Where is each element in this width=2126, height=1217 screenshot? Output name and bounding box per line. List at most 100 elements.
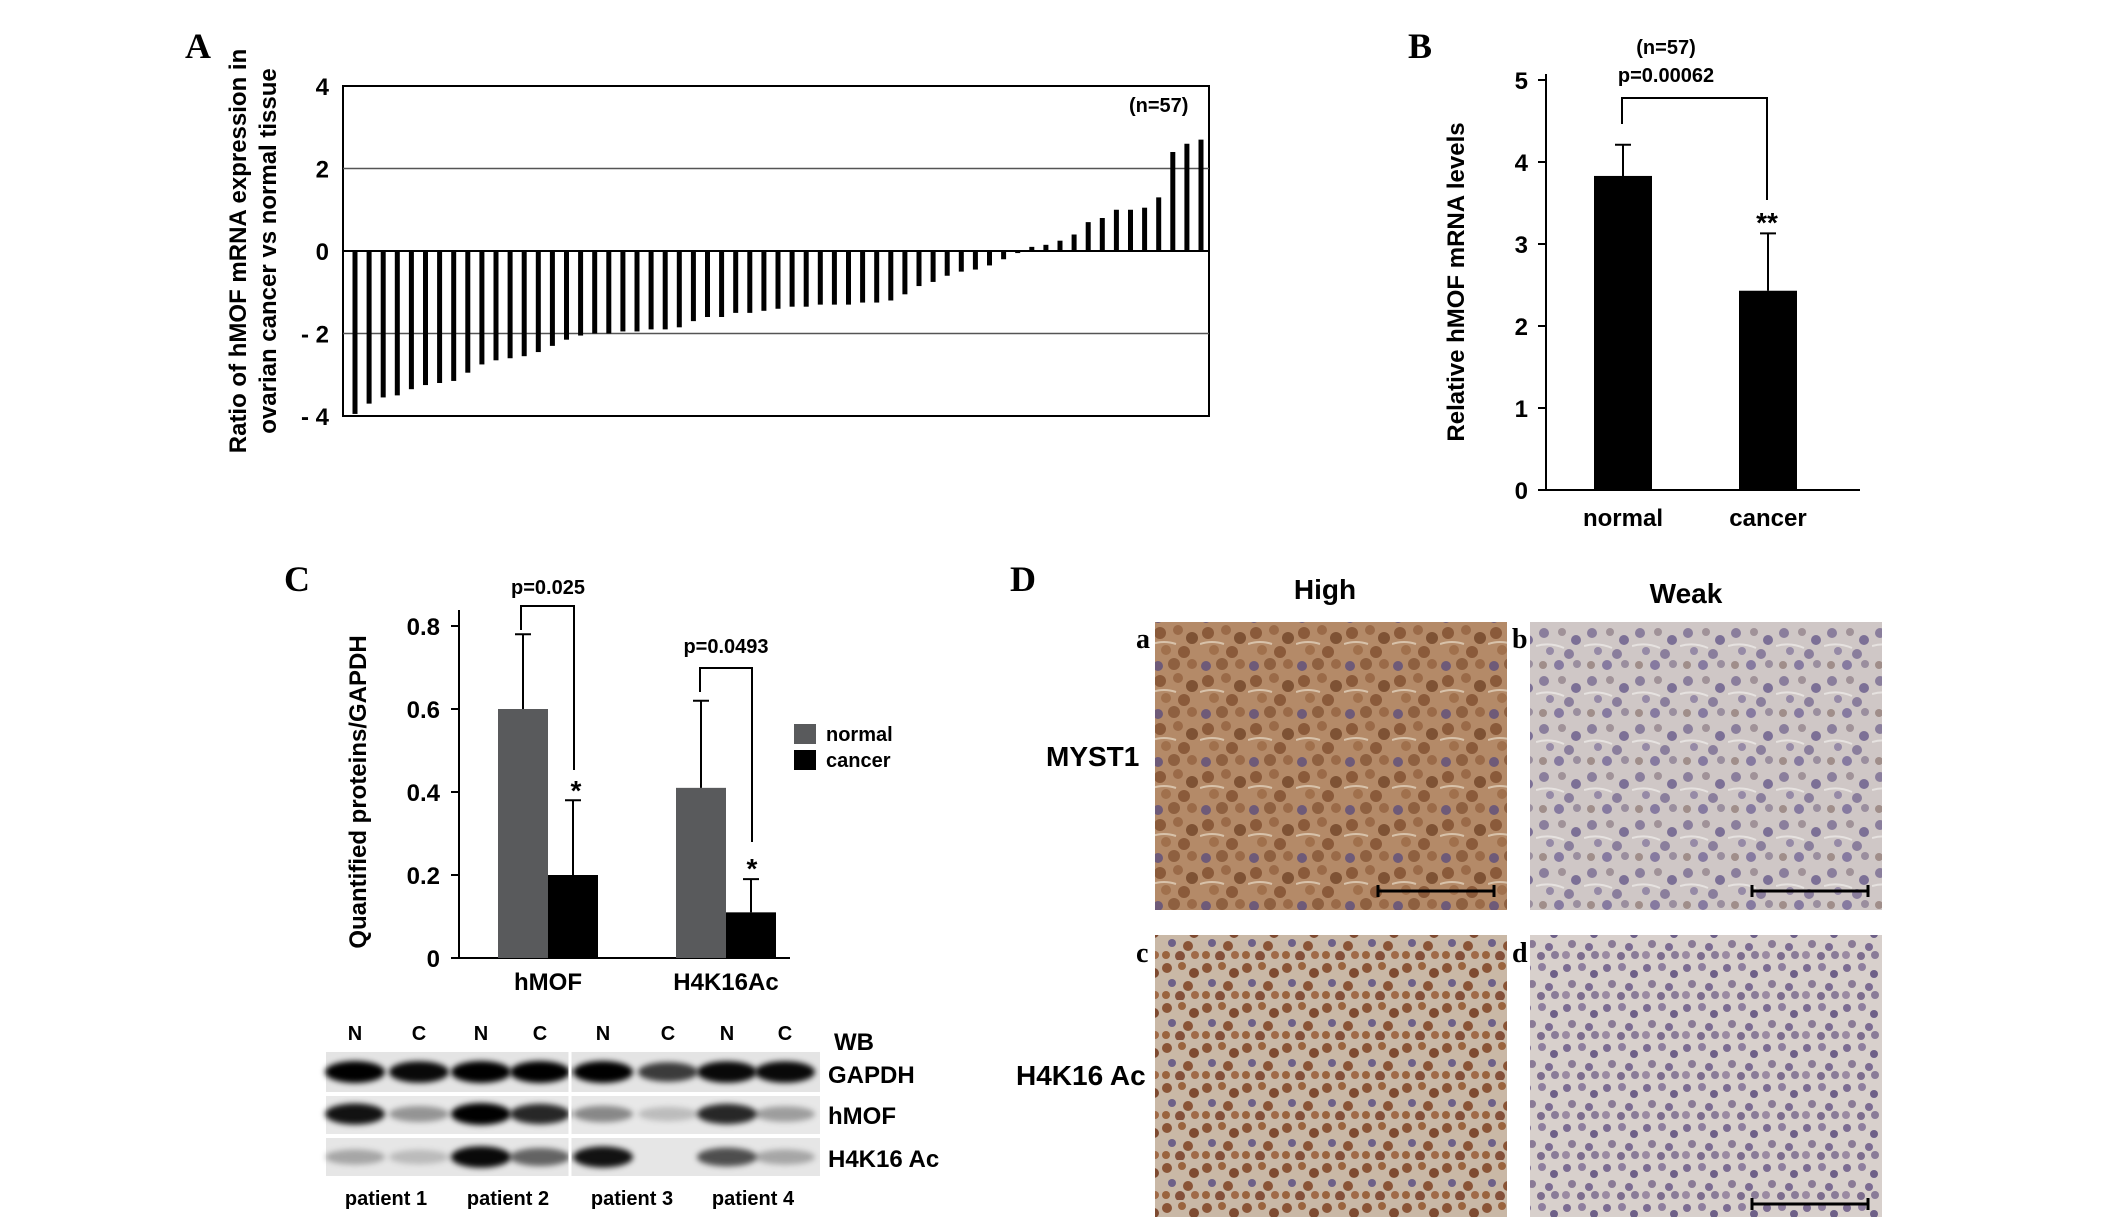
wb-band-gapdh (510, 1061, 570, 1083)
chart-a-bar (775, 251, 781, 309)
wb-band-h4k16ac (510, 1148, 570, 1166)
wb-lane-label: C (533, 1023, 547, 1045)
wb-band-hmof (389, 1106, 449, 1122)
wb-lane-label: C (661, 1023, 675, 1045)
wb-lane-label: N (348, 1023, 362, 1045)
chart-a-bar (789, 251, 795, 307)
chart-b-y-tick-label: 3 (1515, 232, 1528, 259)
chart-a-bar (733, 251, 739, 313)
chart-b-y-tick-label: 2 (1515, 314, 1528, 341)
chart-a-bar (408, 251, 414, 390)
chart-a-bar (451, 251, 457, 381)
chart-a-bar (817, 251, 823, 305)
chart-a-y-tick-label: - 4 (301, 404, 330, 431)
chart-a-bar (1085, 222, 1091, 251)
chart-b-y-tick-label: 0 (1515, 478, 1528, 505)
wb-lane-label: N (720, 1023, 734, 1045)
chart-a-bar (549, 251, 555, 346)
chart-b-y-axis-label: Relative hMOF mRNA levels (1443, 122, 1470, 441)
chart-c-significance-hmof: * (571, 775, 582, 806)
panel-letter-a: A (185, 26, 211, 66)
chart-a-bar (493, 251, 499, 361)
wb-patient-label: patient 4 (712, 1188, 795, 1210)
chart-a-bar (987, 251, 992, 266)
chart-c-p-annotation-h4k16ac: p=0.0493 (683, 636, 768, 658)
wb-band-h4k16ac (697, 1147, 757, 1167)
chart-b-y-tick-label: 4 (1515, 150, 1529, 177)
chart-a-bar (860, 251, 866, 303)
chart-a-bar (1156, 197, 1162, 251)
chart-a-bar (1198, 139, 1204, 251)
chart-c-bar-cancer-1 (726, 912, 776, 958)
chart-a-bar (394, 251, 400, 396)
ihc-image-a (1155, 622, 1507, 910)
chart-a-bar (1071, 234, 1077, 251)
wb-patient-label: patient 2 (467, 1188, 549, 1210)
chart-a-bar (1057, 240, 1063, 251)
chart-a-bar (1184, 143, 1190, 251)
wb-patient-label: patient 1 (345, 1188, 427, 1210)
chart-c-p-annotation-hmof: p=0.025 (511, 577, 585, 599)
chart-c-error-bar (565, 799, 581, 875)
western-blot: N C N C N C N C WB GAPDH hMOF H4K16 Ac patient … (325, 1023, 939, 1210)
chart-b-p-annotation: p=0.00062 (1618, 65, 1714, 87)
chart-b-error-bar (1615, 143, 1631, 176)
wb-band-gapdh (573, 1061, 633, 1083)
chart-a-bar (1029, 246, 1035, 251)
chart-a-bar (705, 251, 710, 317)
ihc-row-label-h4k16ac: H4K16 Ac (1016, 1060, 1146, 1091)
chart-c-y-tick-label: 0.4 (407, 780, 441, 807)
wb-band-hmof (638, 1106, 698, 1122)
wb-band-hmof (697, 1103, 757, 1125)
legend-swatch-normal (794, 724, 816, 744)
wb-lane-label: N (474, 1023, 488, 1045)
chart-a-bar (606, 251, 612, 334)
chart-a-bar (564, 251, 569, 340)
chart-c-bracket-h4k16ac (699, 667, 753, 842)
wb-row-label-gapdh: GAPDH (828, 1062, 915, 1089)
ihc-panel: High Weak MYST1 H4K16 Ac a b c d (1016, 574, 1882, 1217)
ihc-image-c (1155, 935, 1507, 1217)
scale-bar-b (1750, 885, 1870, 897)
chart-a-bar (803, 251, 809, 307)
chart-a-bar (578, 251, 584, 336)
wb-band-hmof (510, 1103, 570, 1125)
wb-band-h4k16ac (325, 1149, 385, 1165)
chart-b-significance-bracket (1621, 97, 1768, 200)
wb-band-gapdh (451, 1061, 511, 1083)
wb-lane-label: C (778, 1023, 792, 1045)
wb-band-gapdh (755, 1061, 815, 1083)
chart-a-y-tick-label: 0 (316, 239, 329, 266)
wb-band-gapdh (325, 1061, 385, 1083)
chart-a-bar (1043, 244, 1049, 251)
chart-a-bar (352, 251, 358, 414)
chart-b-x-tick-label: normal (1583, 505, 1663, 532)
legend-label-normal: normal (826, 724, 893, 746)
chart-c-bracket-hmof (520, 605, 575, 770)
wb-lane-label: N (596, 1023, 610, 1045)
chart-b-bar-cancer (1739, 290, 1797, 490)
wb-band-h4k16ac (451, 1146, 511, 1168)
panel-letter-b: B (1408, 26, 1432, 66)
wb-band-h4k16ac (755, 1149, 815, 1165)
chart-c-y-tick-label: 0 (427, 946, 440, 973)
chart-c: 0 0.2 0.4 0.6 0.8 hMOF H4K16Ac Quantified pro… (345, 577, 893, 996)
chart-a-bar (831, 251, 837, 305)
chart-a-bar (958, 251, 964, 272)
chart-a-bar (535, 251, 541, 353)
wb-band-hmof (573, 1105, 633, 1123)
chart-a-bar (479, 251, 485, 365)
chart-c-error-bar (515, 633, 531, 709)
chart-a-bar (902, 251, 908, 295)
chart-c-error-bar (693, 699, 709, 788)
wb-row-label-h4k16ac: H4K16 Ac (828, 1146, 939, 1173)
chart-a-y-tick-label: 2 (316, 157, 329, 184)
chart-a-bar (972, 251, 978, 270)
chart-b-x-tick-label: cancer (1729, 505, 1806, 532)
chart-a-bar (620, 251, 626, 332)
ihc-subpanel-b: b (1512, 624, 1528, 655)
chart-b-n-annotation: (n=57) (1636, 37, 1695, 59)
chart-a-bar (1113, 209, 1119, 251)
chart-a-bar (1001, 251, 1007, 260)
